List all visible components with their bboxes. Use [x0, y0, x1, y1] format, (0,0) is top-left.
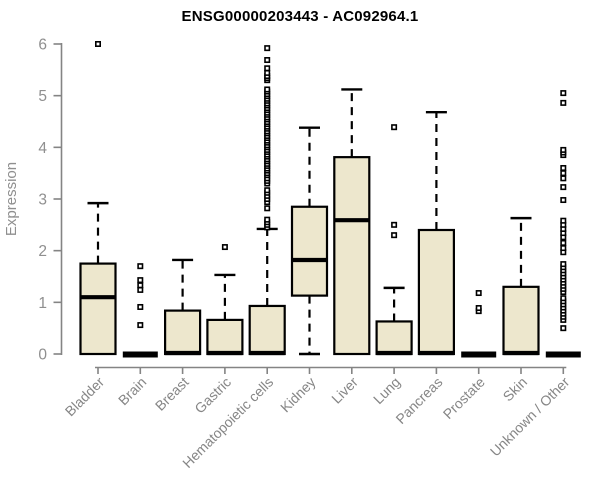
category-label: Kidney — [277, 374, 319, 416]
y-tick-label: 6 — [38, 36, 47, 53]
chart-title: ENSG00000203443 - AC092964.1 — [181, 8, 419, 25]
outlier-point — [264, 65, 271, 72]
outlier-point — [560, 245, 567, 252]
outlier-point — [560, 170, 567, 177]
outlier-point — [137, 322, 144, 329]
category-label: Liver — [328, 374, 361, 407]
y-tick-label: 0 — [38, 347, 47, 364]
outlier-point — [560, 184, 567, 191]
box-pancreas — [417, 228, 455, 356]
box-kidney — [290, 205, 329, 297]
outlier-point — [560, 164, 567, 171]
box-liver — [333, 156, 371, 356]
outlier-point — [137, 282, 144, 289]
box-skin — [502, 285, 540, 356]
outlier-point — [560, 261, 567, 268]
outlier-point — [264, 57, 271, 64]
box-brain — [122, 351, 158, 358]
box-bladder — [79, 262, 117, 356]
outlier-point — [264, 216, 271, 223]
outlier-point — [391, 221, 398, 228]
outlier-point — [221, 244, 228, 251]
outlier-point — [137, 286, 144, 293]
outlier-point — [137, 303, 144, 310]
outlier-point — [264, 205, 271, 212]
box-gastric — [206, 318, 244, 356]
box-hematopoietic-cells — [248, 304, 286, 356]
category-label: Skin — [500, 374, 531, 405]
y-tick-label: 4 — [38, 140, 47, 157]
outlier-point — [391, 232, 398, 239]
box-prostate — [461, 351, 497, 358]
outlier-point — [560, 197, 567, 204]
y-tick-label: 3 — [38, 191, 47, 208]
category-label: Breast — [152, 374, 192, 414]
outlier-point — [264, 187, 271, 194]
outlier-point — [560, 325, 567, 332]
outlier-point — [475, 305, 482, 312]
outlier-point — [560, 99, 567, 106]
category-label: Brain — [115, 374, 149, 408]
outlier-point — [137, 263, 144, 270]
category-label: Prostate — [440, 374, 488, 422]
box-lung — [375, 320, 413, 356]
outlier-point — [560, 146, 567, 153]
outlier-point — [264, 69, 271, 76]
category-label: Pancreas — [392, 374, 445, 427]
outlier-point — [560, 90, 567, 97]
y-tick-label: 2 — [38, 243, 47, 260]
outlier-point — [560, 217, 567, 224]
y-tick-label: 5 — [38, 88, 47, 105]
outlier-point — [391, 124, 398, 131]
outlier-point — [560, 175, 567, 182]
category-label: Bladder — [62, 374, 108, 420]
outlier-point — [95, 40, 102, 47]
outlier-point — [560, 239, 567, 246]
category-label: Unknown / Other — [487, 374, 573, 460]
box-unknown-other — [545, 351, 581, 358]
category-label: Lung — [370, 374, 403, 407]
outlier-point — [264, 86, 271, 93]
outlier-point — [264, 45, 271, 52]
outlier-point — [560, 295, 567, 302]
y-tick-label: 1 — [38, 295, 47, 312]
outlier-point — [475, 290, 482, 297]
outlier-point — [137, 277, 144, 284]
y-axis-label: Expression — [3, 162, 20, 236]
box-breast — [164, 309, 202, 356]
